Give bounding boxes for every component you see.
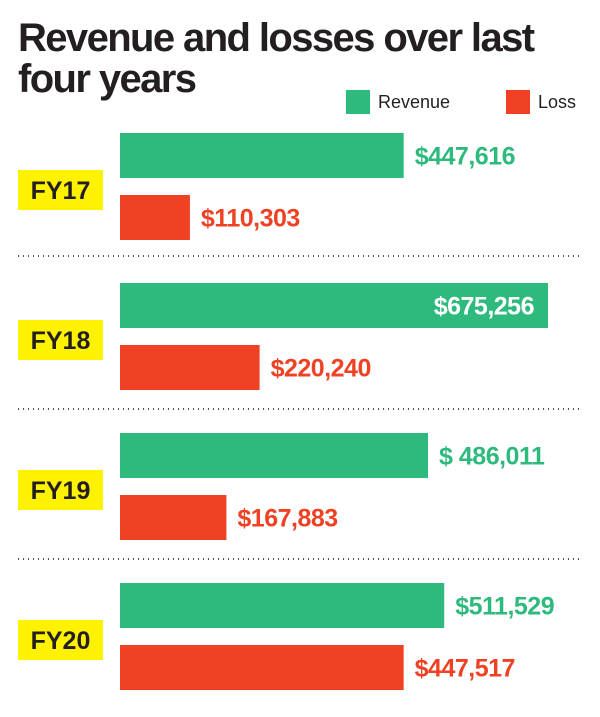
legend-revenue: Revenue xyxy=(346,89,450,115)
loss-value-label-fy20: $447,517 xyxy=(415,655,515,683)
revenue-bar-fy20 xyxy=(120,583,445,628)
legend-revenue-swatch xyxy=(346,90,370,114)
year-label-fy17: FY17 xyxy=(31,177,91,205)
loss-value-label-fy17: $110,303 xyxy=(201,205,300,233)
revenue-value-label-fy17: $447,616 xyxy=(415,143,515,171)
revenue-value-label-fy20: $511,529 xyxy=(455,593,554,621)
year-label-fy19: FY19 xyxy=(31,477,91,505)
loss-bar-fy18 xyxy=(120,345,260,390)
revenue-value-label-fy18: $675,256 xyxy=(434,293,534,321)
year-badge-fy18 xyxy=(18,320,103,360)
loss-value-label-fy18: $220,240 xyxy=(271,355,371,383)
loss-bar-fy19 xyxy=(120,495,227,540)
revenue-bar-fy19 xyxy=(120,433,429,478)
year-label-fy18: FY18 xyxy=(31,327,91,355)
chart-title: Revenue and losses over last four years xyxy=(18,16,535,101)
loss-bar-fy17 xyxy=(120,195,190,240)
legend-loss-swatch xyxy=(506,90,530,114)
loss-value-label-fy19: $167,883 xyxy=(237,505,337,533)
year-badge-fy17 xyxy=(18,170,103,210)
revenue-bar-fy17 xyxy=(120,133,404,178)
revenue-value-label-fy19: $ 486,011 xyxy=(439,443,545,471)
legend-revenue-label: Revenue xyxy=(378,91,451,112)
revenue-bar-fy18 xyxy=(120,283,548,328)
year-badge-fy19 xyxy=(18,470,103,510)
year-badge-fy20 xyxy=(18,620,103,660)
loss-bar-fy20 xyxy=(120,645,404,690)
legend-loss-label: Loss xyxy=(538,91,577,112)
year-label-fy20: FY20 xyxy=(31,627,91,655)
legend-loss: Loss xyxy=(506,89,576,115)
